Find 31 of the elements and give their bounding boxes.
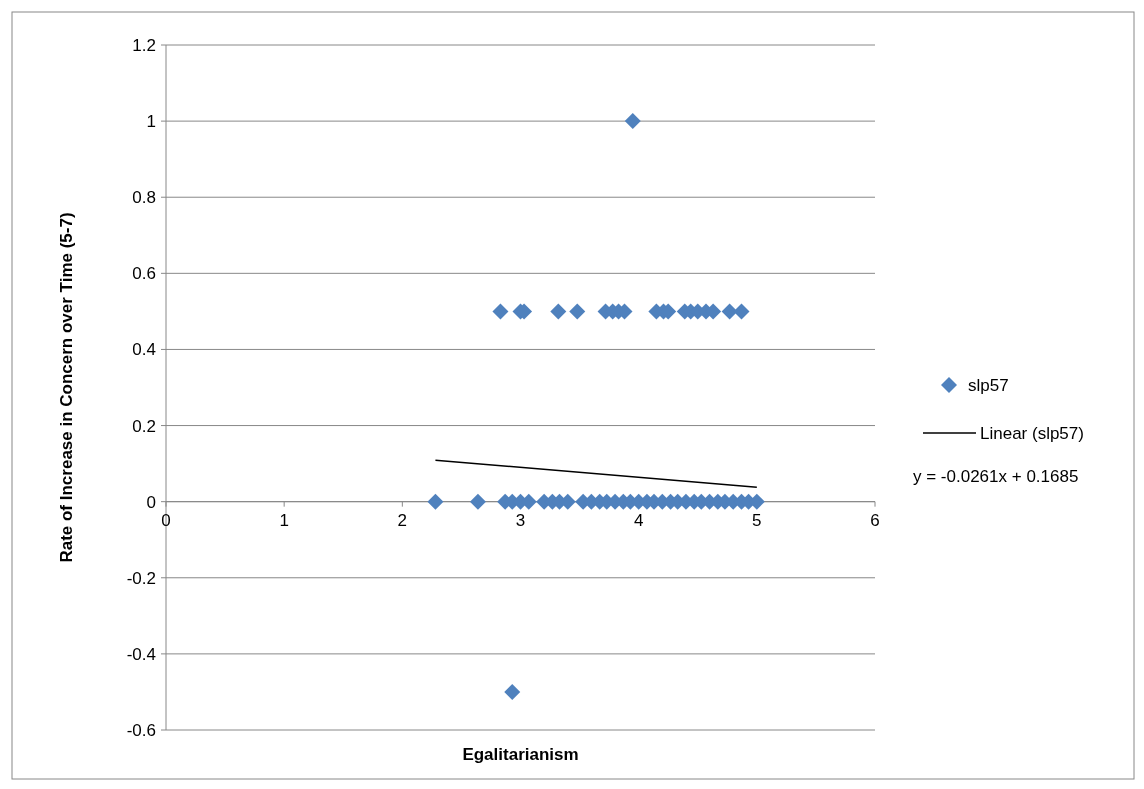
y-tick-label: 1.2 — [132, 35, 156, 55]
point — [624, 113, 641, 130]
legend-label: Linear (slp57) — [980, 423, 1084, 443]
point — [492, 303, 509, 320]
point — [569, 303, 586, 320]
y-tick-label: 0.8 — [132, 188, 156, 208]
x-tick-label: 6 — [870, 510, 880, 530]
point — [469, 493, 486, 510]
x-tick-label: 0 — [161, 510, 171, 530]
y-tick-label: -0.4 — [126, 644, 156, 664]
point — [721, 303, 738, 320]
point — [550, 303, 567, 320]
x-tick-label: 5 — [752, 510, 762, 530]
x-tick-label: 3 — [515, 510, 526, 530]
x-tick-label: 2 — [397, 510, 408, 530]
legend-label: slp57 — [968, 375, 1009, 395]
y-tick-label: -0.2 — [126, 568, 156, 588]
point — [733, 303, 750, 320]
y-tick-label: 0 — [146, 492, 156, 512]
y-tick-label: 0.6 — [132, 264, 156, 284]
y-tick-label: 0.2 — [132, 416, 156, 436]
x-tick-label: 1 — [279, 510, 289, 530]
point — [427, 493, 444, 510]
y-tick-label: 0.4 — [132, 340, 156, 360]
point — [504, 683, 521, 700]
x-axis-title: Egalitarianism — [462, 745, 579, 764]
text: y = -0.0261x + 0.1685 — [913, 466, 1079, 486]
y-axis-title: Rate of Increase in Concern over Time (5-7) — [57, 212, 76, 563]
y-tick-label: 1 — [146, 112, 156, 132]
y-tick-label: -0.6 — [126, 720, 156, 740]
x-tick-label: 4 — [633, 510, 644, 530]
